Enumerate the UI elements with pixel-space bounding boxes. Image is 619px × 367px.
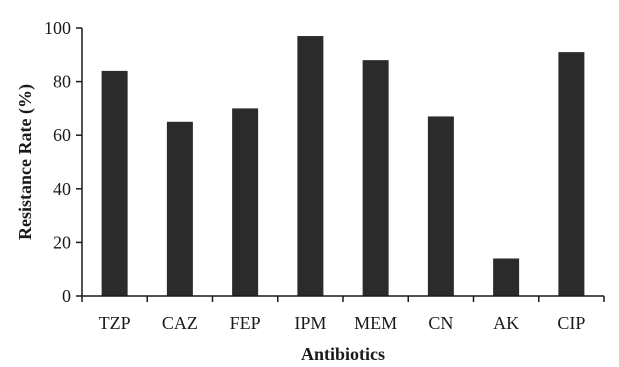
x-tick-label: CN: [428, 313, 453, 333]
axes-group: [81, 28, 604, 297]
bar-cn: [427, 116, 454, 296]
x-ticks-group: TZP CAZ FEP IPM MEM CN AK CIP: [81, 296, 605, 333]
y-tick-label: 60: [53, 125, 71, 145]
x-axis-title: Antibiotics: [301, 344, 385, 364]
y-tick-label: 0: [62, 286, 71, 306]
bar-cip: [558, 52, 585, 297]
x-tick-label: AK: [493, 313, 519, 333]
y-tick-label: 80: [53, 72, 71, 92]
bars-group: [101, 36, 585, 297]
y-axis-title: Resistance Rate (%): [15, 84, 36, 240]
bar-ipm: [297, 36, 324, 296]
x-tick-label: MEM: [354, 313, 397, 333]
y-tick-label: 100: [44, 18, 71, 38]
x-tick-label: IPM: [294, 313, 326, 333]
bar-mem: [362, 60, 389, 296]
bar-caz: [166, 121, 193, 296]
bar-tzp: [101, 70, 128, 296]
y-ticks-group: 0 20 40 60 80 100: [44, 18, 82, 306]
bar-ak: [493, 258, 520, 296]
y-tick-label: 20: [53, 232, 71, 252]
bar-fep: [232, 108, 259, 297]
x-tick-label: CIP: [557, 313, 585, 333]
x-tick-label: FEP: [230, 313, 261, 333]
y-tick-label: 40: [53, 179, 71, 199]
x-tick-label: CAZ: [162, 313, 198, 333]
x-tick-label: TZP: [99, 313, 131, 333]
